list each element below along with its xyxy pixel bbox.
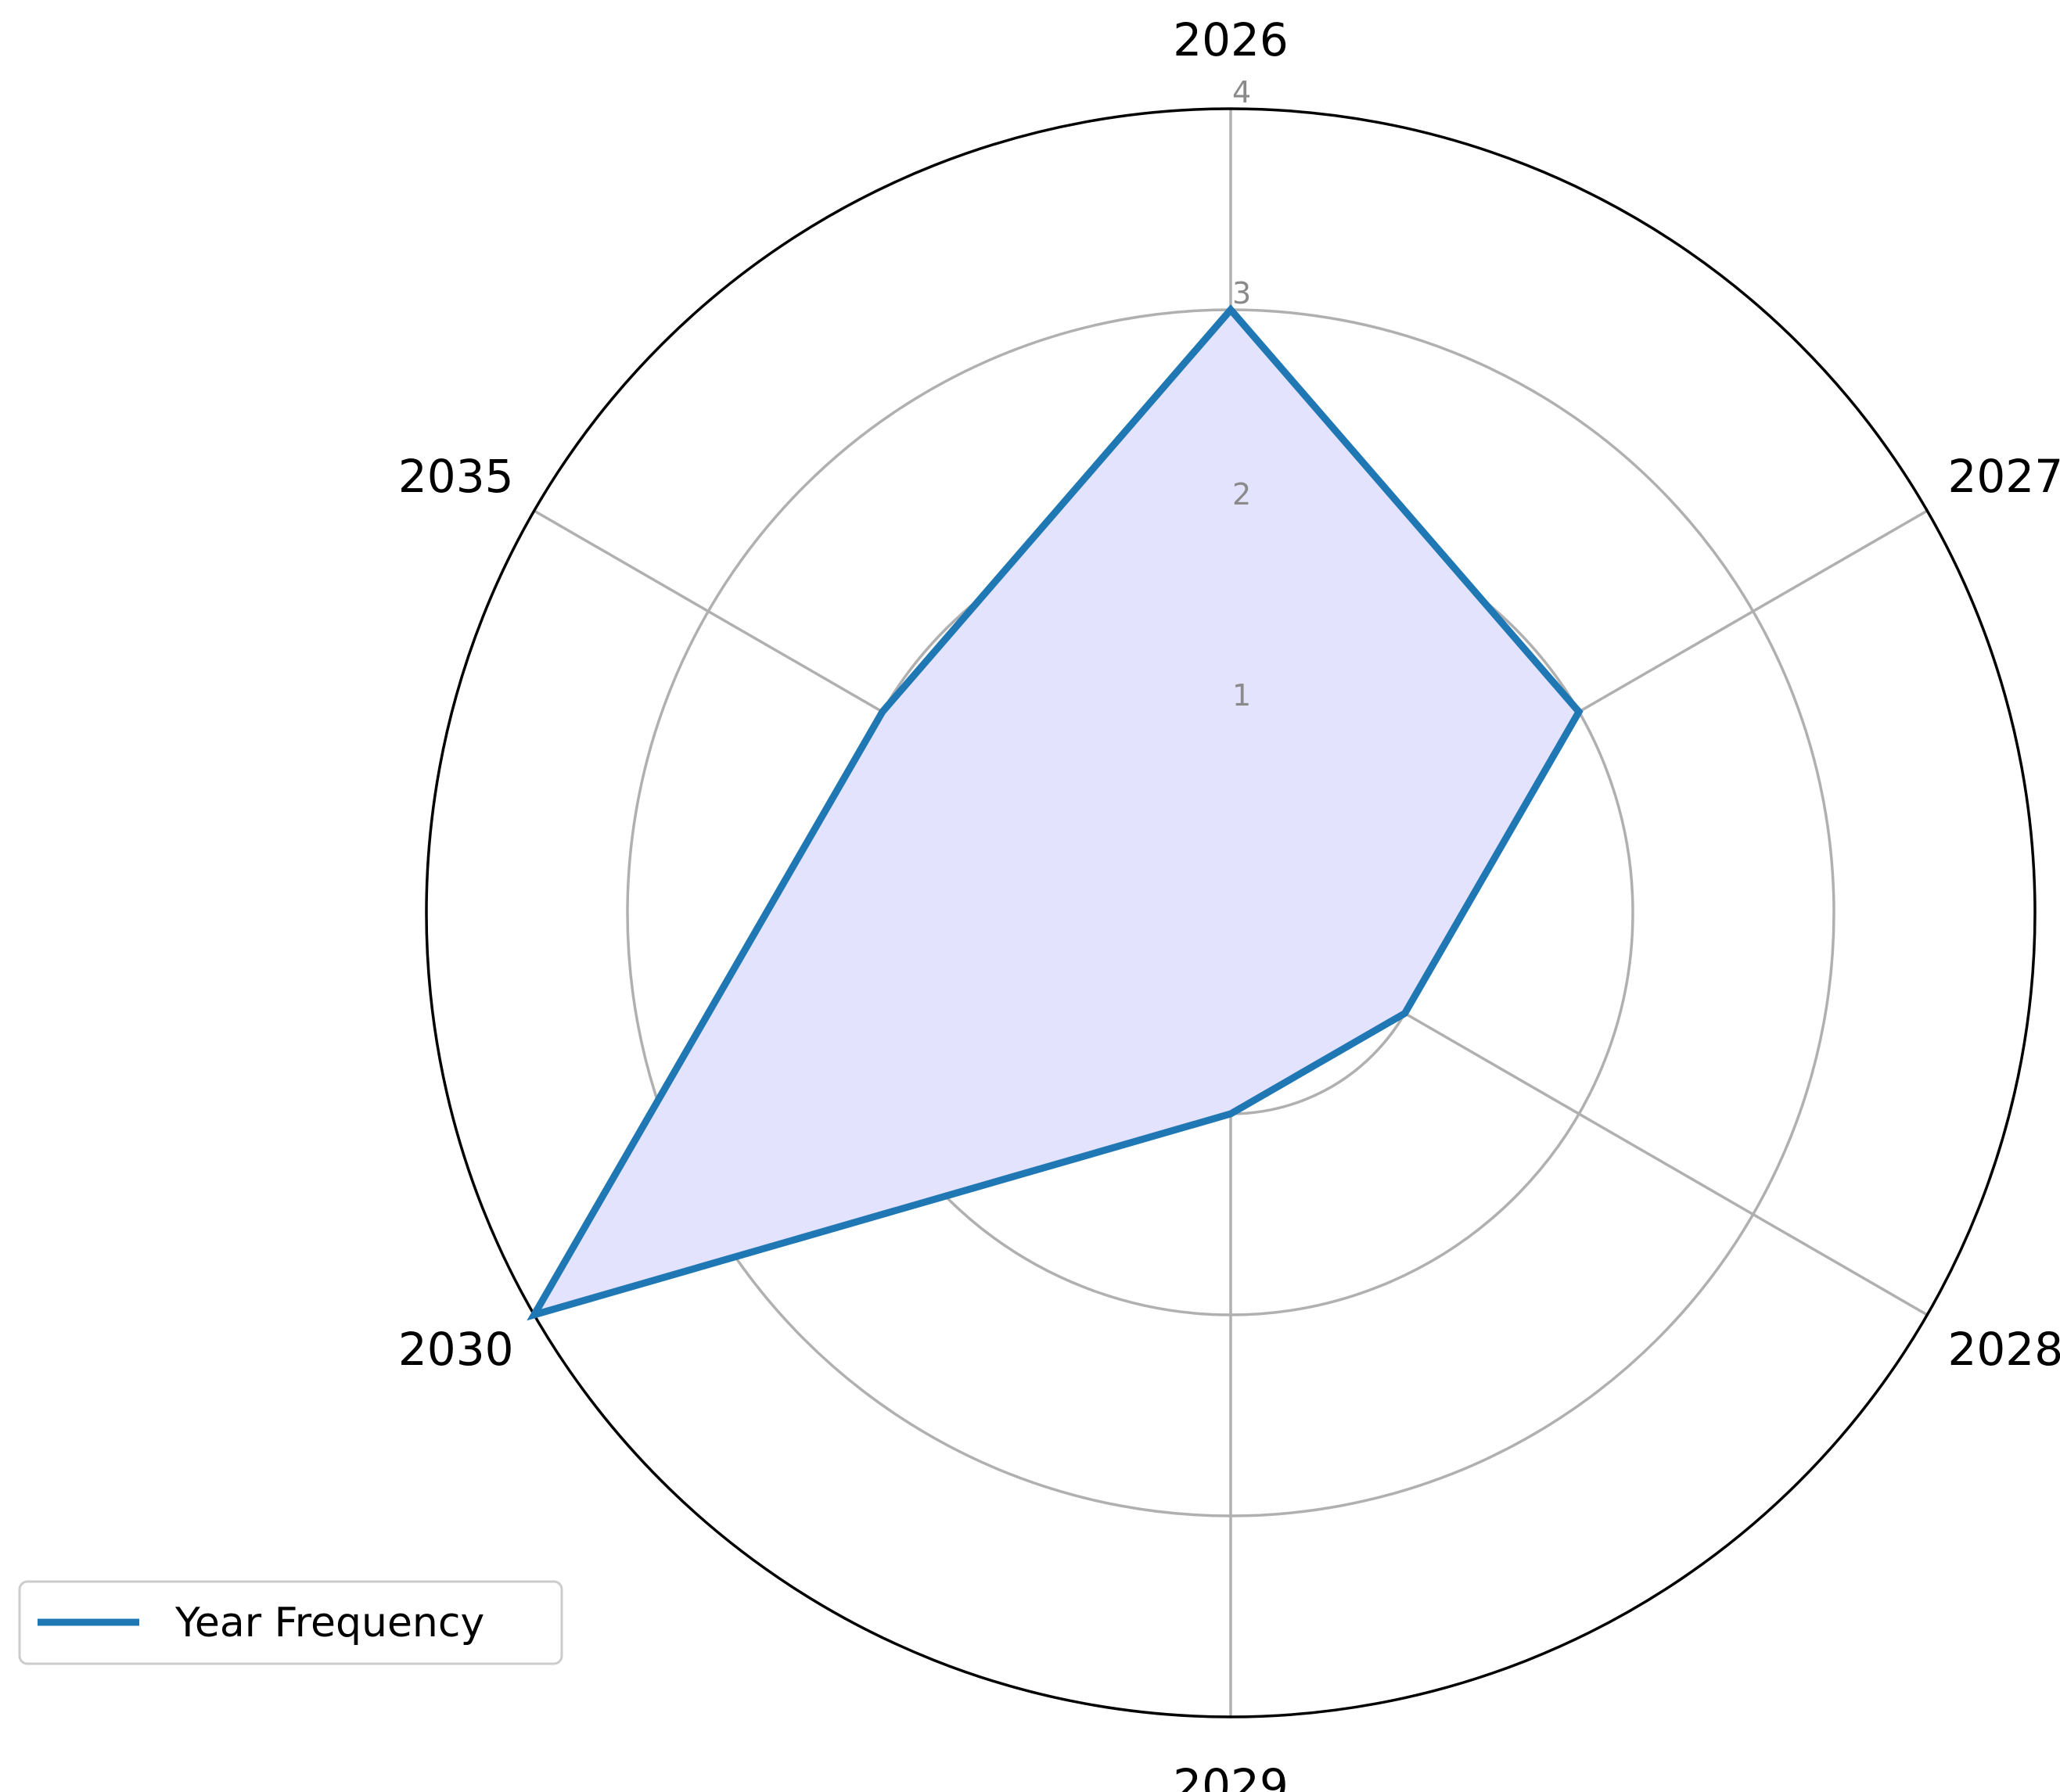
legend-box: [18, 1580, 563, 1665]
series-layer: [527, 304, 1584, 1321]
category-label-2029: 2029: [1173, 1759, 1289, 1792]
outer-frame-circle: [425, 107, 2037, 1718]
radial-tick-label-2: 2: [1232, 477, 1251, 512]
category-label-2035: 2035: [398, 450, 514, 503]
label-layer: 2026 2027 2028 2029 2030 2035: [398, 13, 2060, 1792]
category-label-2026: 2026: [1173, 13, 1289, 66]
category-label-2030: 2030: [398, 1323, 514, 1376]
category-label-2027: 2027: [1947, 450, 2060, 503]
data-point-2029: [1229, 1112, 1232, 1115]
tick-layer: 1 2 3 4: [1232, 75, 1251, 713]
legend: Year Frequency: [18, 1580, 563, 1665]
legend-label-year-frequency: Year Frequency: [174, 1600, 484, 1647]
radial-tick-label-4: 4: [1232, 75, 1251, 110]
radial-tick-label-1: 1: [1232, 678, 1251, 713]
data-point-2027: [1577, 710, 1581, 713]
category-label-2028: 2028: [1947, 1323, 2060, 1376]
data-point-2028: [1403, 1011, 1407, 1015]
data-point-2030: [532, 1313, 536, 1316]
radial-tick-label-3: 3: [1232, 276, 1251, 311]
data-point-2035: [880, 710, 884, 713]
data-point-2026: [1229, 308, 1232, 311]
